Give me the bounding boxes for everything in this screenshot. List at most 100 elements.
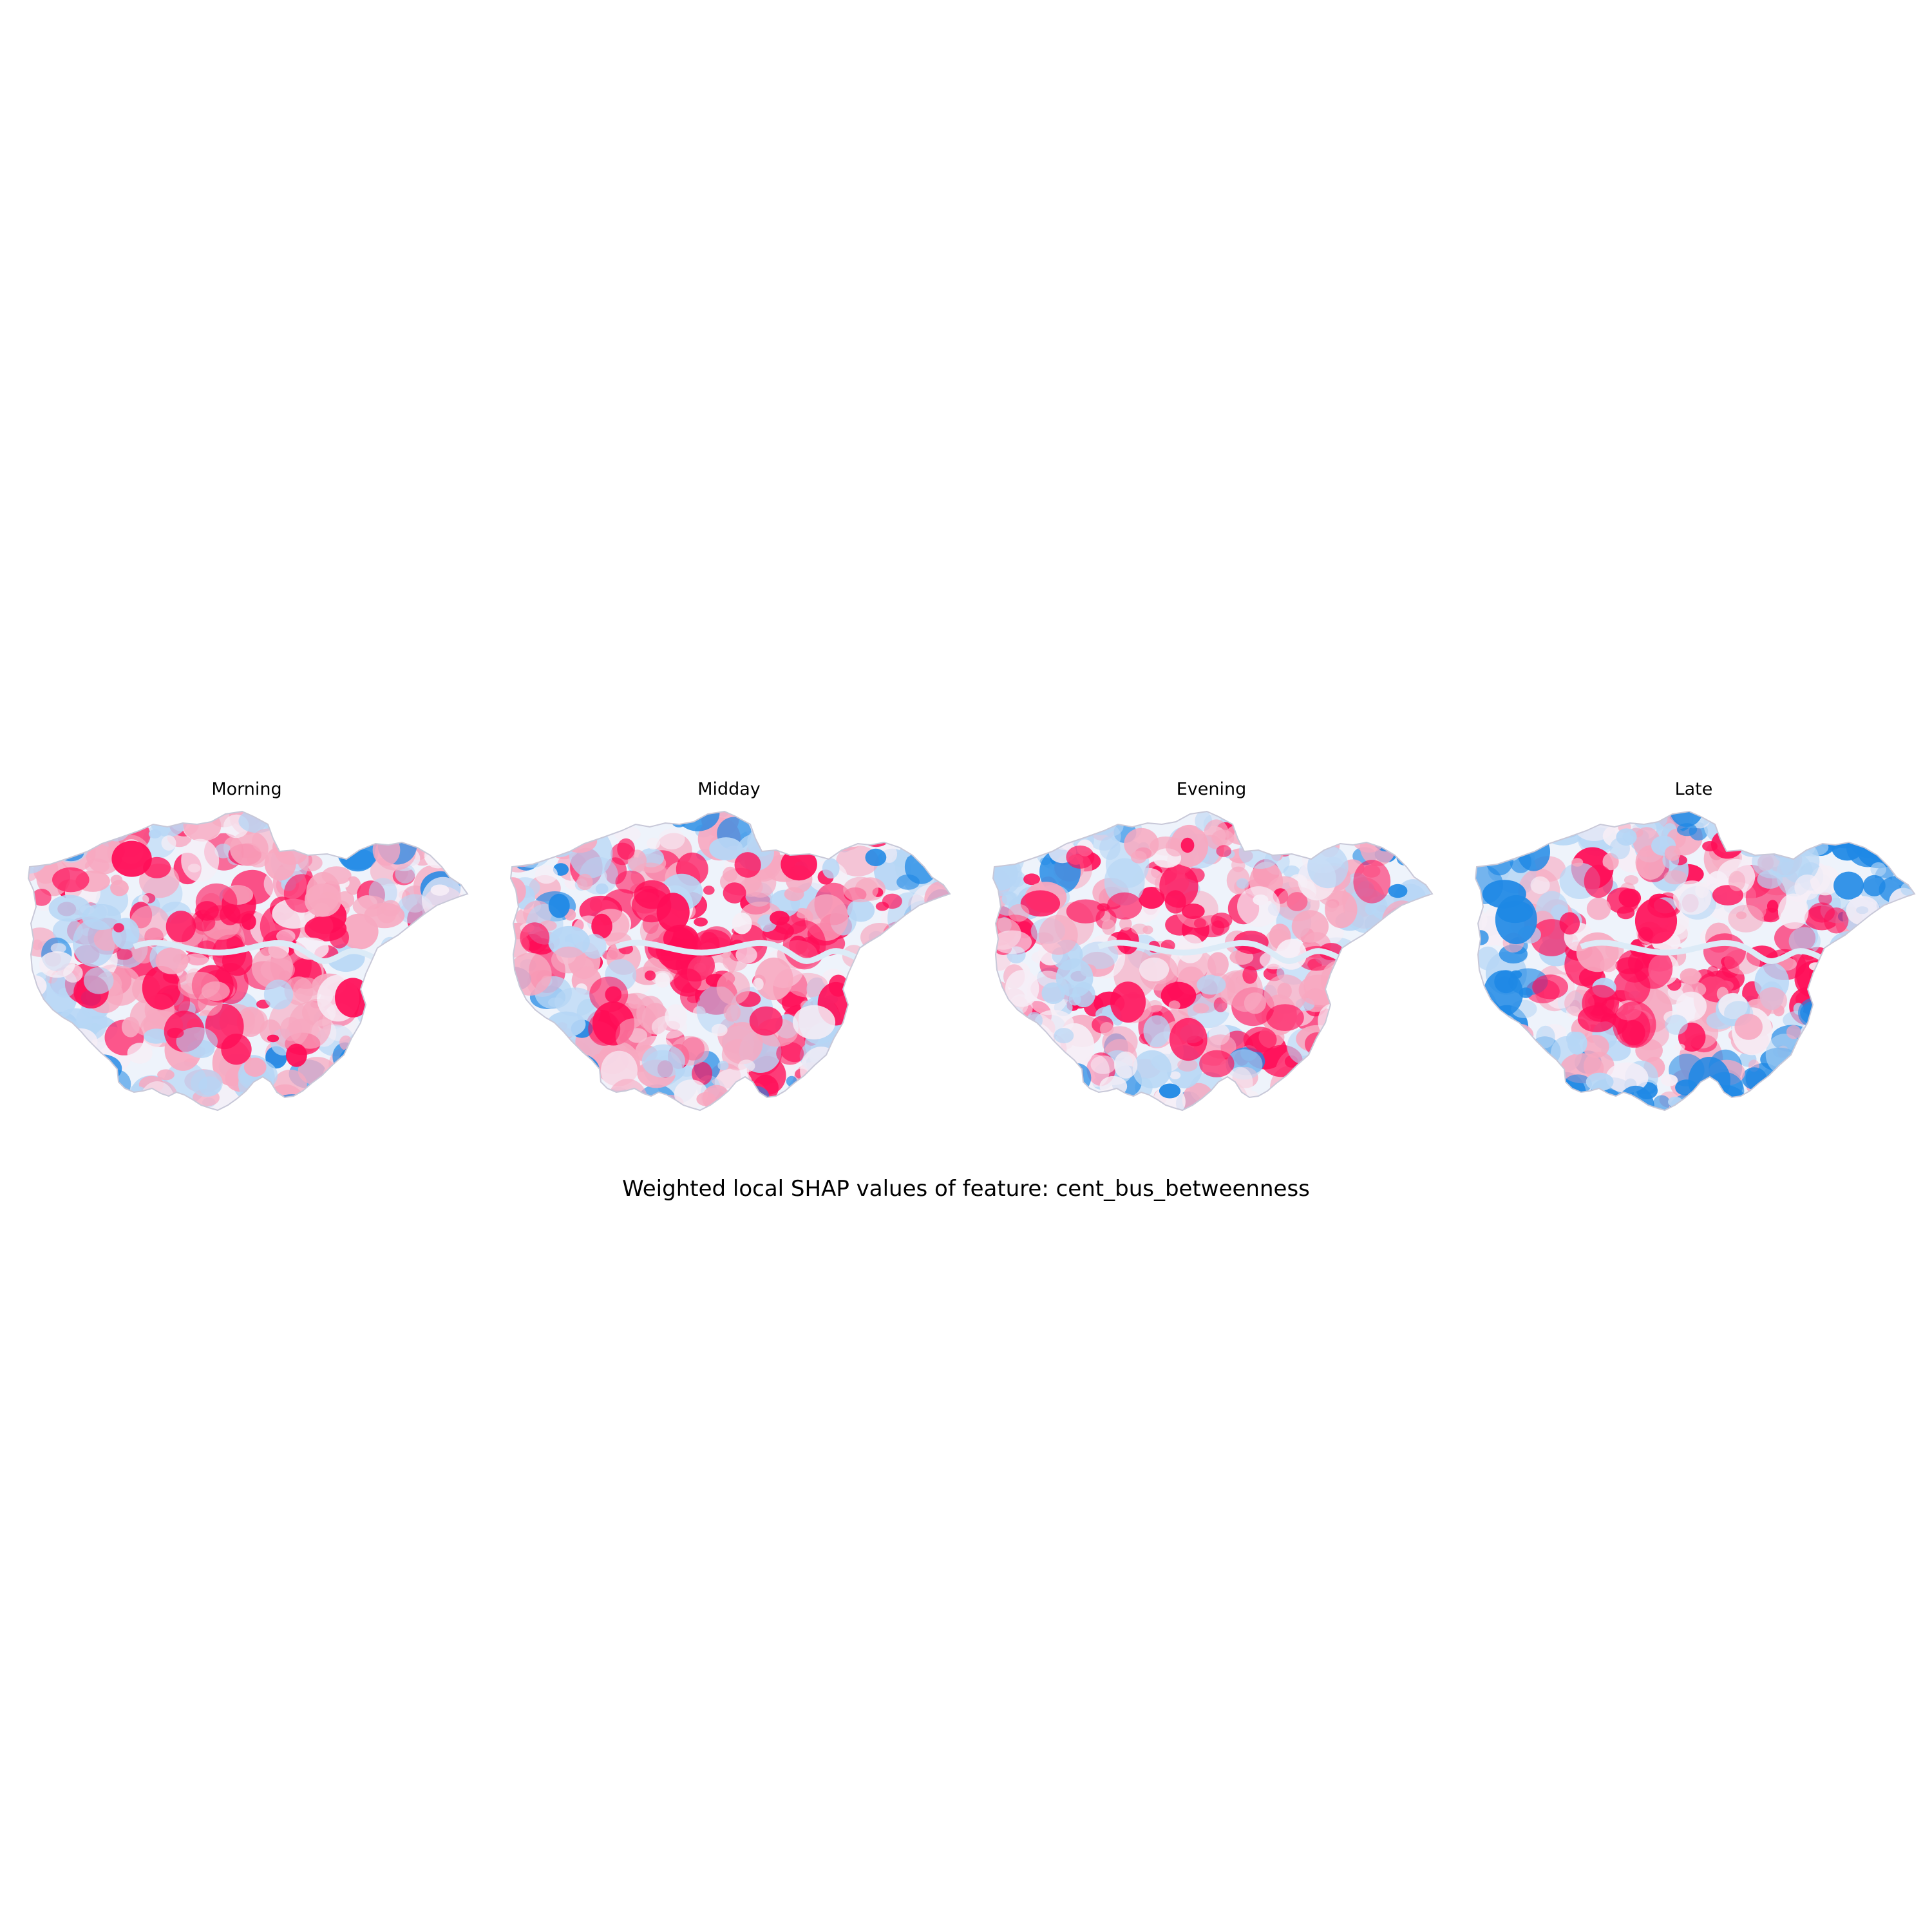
map-cell [1124,828,1159,860]
map-cell [1110,981,1146,1023]
map-cell [1030,811,1068,826]
map-cell [1207,952,1229,976]
map-cell [534,825,558,841]
map-cell [626,811,638,819]
map-cell [924,838,941,851]
choropleth-cells [28,811,468,1110]
map-cell [1404,916,1430,938]
map-cell [378,943,403,964]
map-cell [57,844,84,862]
map-cell [520,922,550,954]
map-cell [64,1028,98,1055]
map-cell [45,1029,70,1057]
map-cell [1862,1013,1875,1023]
map-cell [79,811,106,834]
map-cell [1397,969,1414,985]
map-cell [103,829,114,840]
map-cell [1873,811,1902,832]
map-cell [1318,1003,1347,1039]
map-cell [390,1061,428,1096]
map-cell [44,1022,70,1052]
map-cell [1203,819,1229,849]
map-cell [893,974,927,1013]
map-cell [1066,845,1095,869]
map-cell [711,1023,728,1037]
map-cell [428,834,458,854]
map-cell [1734,1014,1763,1040]
map-cell [415,822,455,846]
map-cell [1815,1021,1828,1036]
map-cell [1880,812,1894,828]
map-cell [800,1046,843,1095]
map-cell [1567,1032,1587,1055]
map-cell [1099,1022,1114,1036]
map-cell [82,811,94,822]
map-cell [1669,811,1703,827]
map-cell [842,1090,857,1106]
map-cell [776,1041,804,1065]
map-cell [1818,892,1832,905]
map-cell [402,940,428,967]
map-cell [1409,811,1422,824]
map-cell [389,1097,401,1109]
map-cell [1414,1018,1432,1052]
map-cell [576,873,593,891]
map-cell [396,954,408,963]
map-cell [144,1028,169,1044]
map-cell [552,1050,583,1083]
map-cell [424,974,450,1003]
map-cell [446,898,468,923]
london-boundary [509,810,951,1112]
map-cell [819,829,830,842]
map-cell [528,811,561,834]
map-cell [1417,1061,1431,1076]
map-cell [1665,1014,1688,1035]
choropleth-map [1474,810,1916,1112]
map-cell [1001,1041,1033,1061]
map-cell [446,976,468,992]
map-cell [1479,1083,1517,1108]
map-cell [1059,1092,1072,1105]
map-cell [1834,1039,1871,1071]
map-cell [415,930,431,944]
map-cell [905,1068,930,1097]
map-cell [451,811,468,841]
map-cell [403,1077,416,1091]
map-cell [519,1041,543,1068]
map-cell [1342,1094,1361,1110]
map-cell [732,1085,750,1106]
map-cell [421,811,448,831]
map-cell [1537,811,1549,817]
map-cell [429,1036,440,1043]
map-cell [323,827,344,851]
map-cell [1342,947,1366,972]
map-cell [860,923,900,952]
map-cell [1372,933,1403,963]
map-cell [370,969,400,996]
map-cell [993,1029,1009,1048]
map-cell [511,1061,529,1083]
map-cell [1833,947,1846,956]
map-cell [1824,1060,1846,1077]
map-cell [1715,811,1735,818]
map-cell [535,865,558,884]
map-cell [1703,811,1745,845]
map-cell [1763,813,1806,858]
map-cell [52,867,90,893]
map-cell [1370,1081,1390,1095]
map-cell [1551,1090,1576,1106]
map-cell [432,1023,468,1065]
map-cell [1664,846,1681,861]
map-cell [1066,899,1105,923]
map-cell [511,1070,519,1084]
map-cell [835,1071,871,1110]
map-cell [1888,1038,1915,1076]
map-cell [1383,1090,1422,1110]
map-cell [28,1037,50,1072]
map-cell [1016,1092,1047,1110]
map-cell [1279,833,1299,846]
map-cell [110,875,123,886]
map-cell [588,1012,621,1046]
map-cell [927,855,949,874]
map-cell [929,926,947,940]
